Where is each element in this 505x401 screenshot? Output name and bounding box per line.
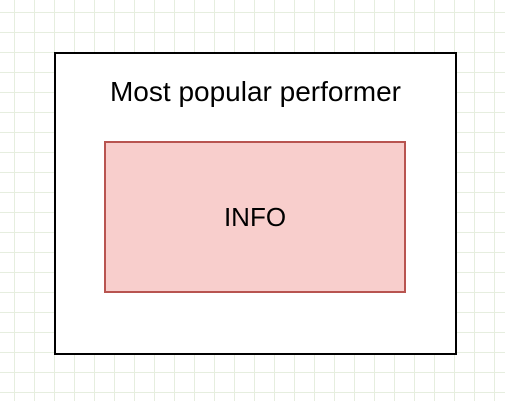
container-title: Most popular performer	[109, 76, 401, 107]
info-box-label: INFO	[223, 201, 287, 232]
most-popular-performer-container[interactable]: Most popular performer INFO	[54, 52, 457, 355]
info-box[interactable]: INFO	[104, 141, 406, 293]
